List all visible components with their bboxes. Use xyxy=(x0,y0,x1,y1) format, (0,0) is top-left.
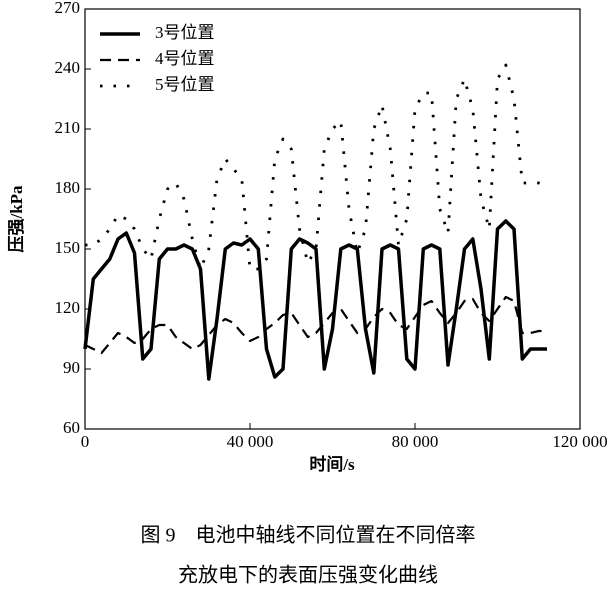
y-tick-label: 90 xyxy=(63,358,80,377)
x-tick-label: 40 000 xyxy=(227,432,274,451)
series-line xyxy=(85,63,548,271)
legend-label: 5号位置 xyxy=(155,75,215,94)
y-tick-label: 210 xyxy=(55,118,81,137)
y-tick-label: 180 xyxy=(55,178,81,197)
legend-label: 3号位置 xyxy=(155,23,215,42)
plot-frame xyxy=(84,8,581,430)
y-tick-label: 150 xyxy=(55,238,81,257)
x-axis-label: 时间/s xyxy=(309,454,355,474)
caption-line: 充放电下的表面压强变化曲线 xyxy=(178,564,438,587)
series-line xyxy=(84,295,547,355)
caption-line: 图 9 电池中轴线不同位置在不同倍率 xyxy=(141,524,476,547)
y-tick-label: 60 xyxy=(63,418,80,437)
y-axis-label: 压强/kPa xyxy=(7,185,26,253)
y-tick-label: 240 xyxy=(55,58,81,77)
y-tick-label: 270 xyxy=(55,0,81,17)
x-tick-label: 120 000 xyxy=(552,432,607,451)
legend-label: 4号位置 xyxy=(155,49,215,68)
y-tick-label: 120 xyxy=(55,298,81,317)
series-line xyxy=(83,219,547,381)
x-tick-label: 0 xyxy=(81,432,90,451)
x-tick-label: 80 000 xyxy=(392,432,439,451)
